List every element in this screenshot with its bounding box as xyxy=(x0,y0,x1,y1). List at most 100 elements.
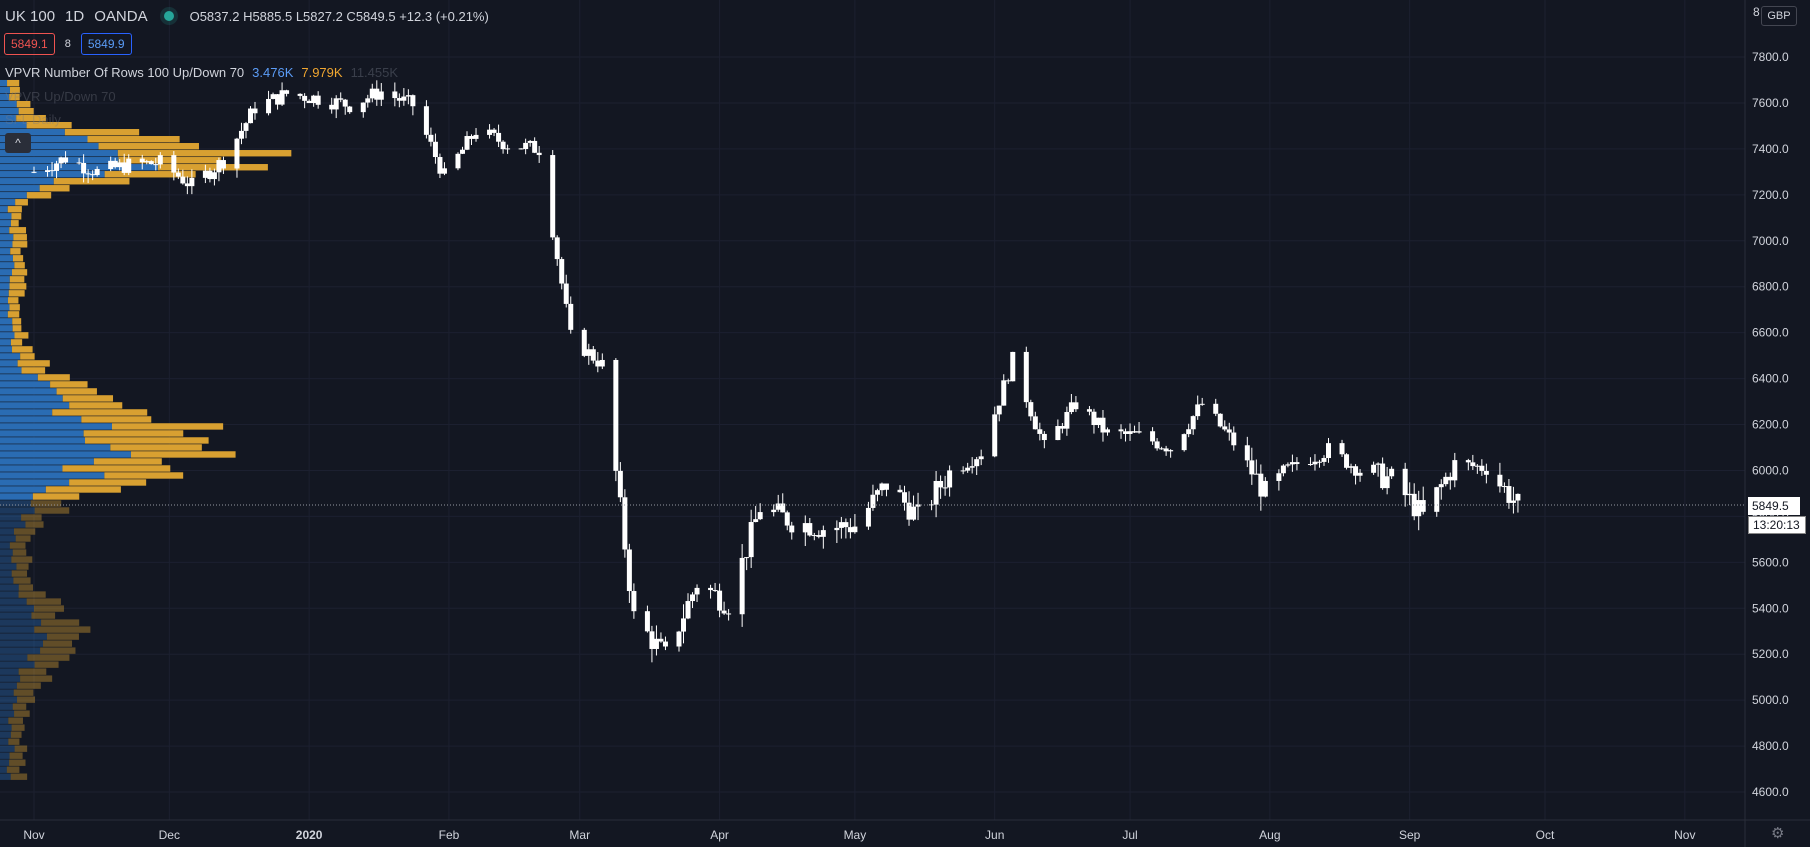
candle-body xyxy=(441,168,447,174)
candle-body xyxy=(284,90,290,94)
candle-body xyxy=(631,591,637,612)
candle-body xyxy=(933,480,939,505)
sell-button[interactable]: 5849.1 xyxy=(4,33,55,55)
candle-body xyxy=(581,329,587,356)
symbol-legend[interactable]: UK 100 1D OANDA O5837.2 H5885.5 L5827.2 … xyxy=(5,7,495,25)
volume-down-bar xyxy=(12,241,28,248)
collapse-legend-button[interactable]: ^ xyxy=(5,133,31,153)
candle-body xyxy=(1226,429,1232,433)
currency-button[interactable]: GBP xyxy=(1761,6,1797,26)
volume-up-bar xyxy=(0,591,19,598)
price-tick-label: 4600.0 xyxy=(1752,785,1789,799)
candle-body xyxy=(1434,487,1440,512)
volume-down-bar xyxy=(11,556,33,563)
volume-up-bar xyxy=(0,367,22,374)
volume-down-bar xyxy=(16,100,31,108)
candle-body xyxy=(432,141,438,158)
volume-down-bar xyxy=(12,269,28,276)
volume-down-bar xyxy=(12,346,33,353)
indicator-title[interactable]: VPVR Number Of Rows 100 Up/Down 70 xyxy=(5,64,245,80)
candle-body xyxy=(248,108,254,124)
price-tick-label: 6600.0 xyxy=(1752,326,1789,340)
candle-body xyxy=(870,494,876,508)
volume-up-bar xyxy=(0,507,35,514)
volume-down-bar xyxy=(50,381,88,388)
time-axis[interactable]: Nov Dec 2020 Feb Mar Apr May Jun Jul Aug Sep Oct Nov xyxy=(23,828,1695,842)
candle-body xyxy=(1280,465,1286,474)
volume-up-bar xyxy=(0,100,17,108)
candle-body xyxy=(1321,458,1327,462)
volume-up-bar xyxy=(0,619,42,626)
buy-button[interactable]: 5849.9 xyxy=(80,33,132,55)
candle-body xyxy=(126,158,132,173)
volume-down-bar xyxy=(7,79,20,87)
time-tick-label: 2020 xyxy=(296,828,323,842)
volume-down-bar xyxy=(13,234,27,241)
candle-body xyxy=(563,283,569,304)
volume-up-bar xyxy=(0,563,17,570)
candle-body xyxy=(1380,463,1386,489)
volume-up-bar xyxy=(0,584,19,591)
candle-body xyxy=(189,177,195,187)
candle-body xyxy=(757,512,763,520)
volume-up-bar xyxy=(0,107,19,115)
volume-up-bar xyxy=(0,360,18,367)
candle-body xyxy=(960,470,966,472)
candle-body xyxy=(270,94,276,99)
volume-down-bar xyxy=(110,444,202,451)
candle-body xyxy=(464,136,470,150)
volume-down-bar xyxy=(9,227,27,234)
candle-body xyxy=(586,349,592,356)
volume-down-bar xyxy=(10,731,22,738)
volume-up-bar xyxy=(0,773,11,780)
candle-body xyxy=(1389,468,1395,477)
candle-body xyxy=(906,502,912,520)
candle-body xyxy=(816,535,822,537)
candle-body xyxy=(333,98,339,110)
last-price-tag: 5849.5 xyxy=(1748,497,1800,515)
volume-down-bar xyxy=(27,654,70,661)
candle-body xyxy=(1041,433,1047,441)
candle-body xyxy=(947,470,953,488)
time-tick-label: Jul xyxy=(1122,828,1137,842)
volume-up-bar xyxy=(0,206,8,213)
candle-body xyxy=(1465,460,1471,463)
candle-body xyxy=(437,157,443,174)
indicator-legend[interactable]: VPVR Number Of Rows 100 Up/Down 70 3.476… xyxy=(5,64,398,80)
volume-down-bar xyxy=(21,514,42,521)
candles xyxy=(31,80,1521,663)
volume-down-bar xyxy=(9,93,20,101)
interval-label[interactable]: 1D xyxy=(65,7,85,25)
price-axis[interactable]: 7800.0 7600.0 7400.0 7200.0 7000.0 6800.0 6600… xyxy=(1752,50,1789,799)
volume-down-bar xyxy=(8,717,23,724)
volume-down-bar xyxy=(45,486,121,493)
volume-up-bar xyxy=(0,241,13,248)
candle-body xyxy=(369,88,375,99)
volume-up-bar xyxy=(0,388,57,395)
gear-icon[interactable]: ⚙ xyxy=(1771,825,1785,842)
candle-body xyxy=(1195,404,1201,417)
volume-up-bar xyxy=(0,220,11,227)
volume-up-bar xyxy=(0,409,53,416)
volume-up-bar xyxy=(0,339,11,346)
volume-up-bar xyxy=(0,255,13,262)
volume-up-bar xyxy=(0,500,31,507)
candle-body xyxy=(117,162,123,168)
candle-body xyxy=(1190,416,1196,430)
candle-body xyxy=(1068,402,1074,413)
candle-body xyxy=(49,170,55,172)
candle-body xyxy=(1073,402,1079,410)
hidden-indicator-label[interactable]: VPVR Up/Down 70 xyxy=(5,89,116,104)
candle-body xyxy=(211,172,217,180)
hidden-indicator-label[interactable]: SFL Daily xyxy=(5,112,61,127)
volume-down-bar xyxy=(8,297,19,304)
candle-body xyxy=(1127,431,1133,434)
symbol-name[interactable]: UK 100 xyxy=(5,7,56,25)
candle-body xyxy=(653,638,659,649)
candle-body xyxy=(1312,461,1318,465)
candle-body xyxy=(694,587,700,595)
candle-body xyxy=(216,160,222,173)
volume-up-bar xyxy=(0,689,14,696)
